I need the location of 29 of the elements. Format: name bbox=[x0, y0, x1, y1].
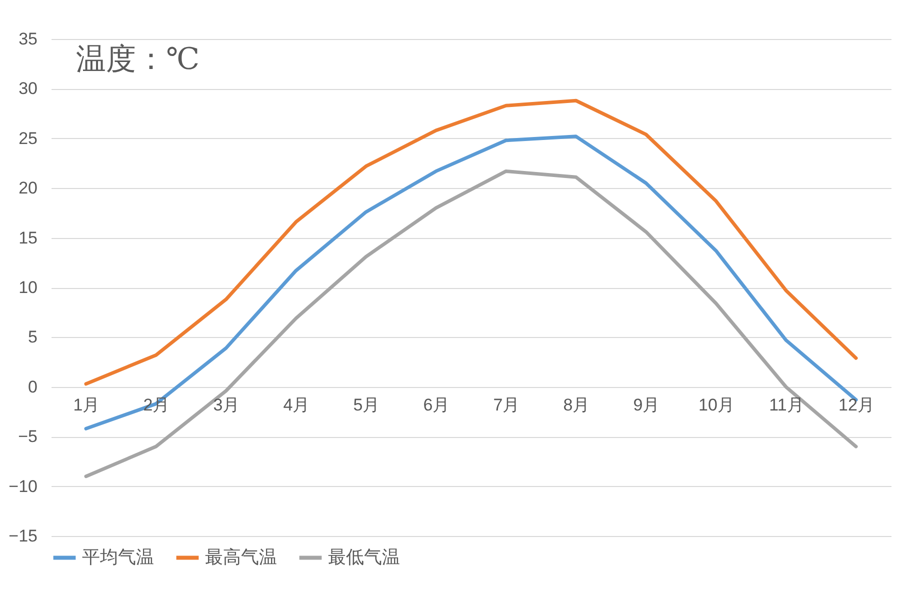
y-tick-label: −10 bbox=[8, 476, 38, 496]
y-tick-label: −15 bbox=[8, 526, 38, 546]
y-tick-label: 20 bbox=[18, 178, 38, 198]
x-tick-label: 9月 bbox=[633, 395, 660, 414]
y-tick-label: 35 bbox=[18, 30, 38, 48]
y-axis-title: 温度：℃ bbox=[76, 43, 200, 76]
x-tick-label: 12月 bbox=[838, 395, 874, 414]
legend-label: 平均气温 bbox=[82, 546, 154, 567]
line-series bbox=[84, 98, 858, 386]
x-tick-label: 3月 bbox=[213, 395, 240, 414]
legend-label: 最高气温 bbox=[205, 546, 277, 567]
x-tick-label: 6月 bbox=[423, 395, 450, 414]
y-tick-label: 25 bbox=[18, 128, 38, 148]
y-tick-label: 30 bbox=[18, 79, 38, 98]
y-tick-label: 15 bbox=[18, 228, 38, 248]
y-tick-label: 0 bbox=[28, 377, 38, 396]
x-tick-label: 8月 bbox=[563, 395, 590, 414]
y-tick-label: 10 bbox=[18, 278, 38, 297]
x-tick-label: 10月 bbox=[698, 395, 734, 414]
x-tick-label: 7月 bbox=[493, 395, 520, 414]
x-tick-label: 4月 bbox=[283, 395, 310, 414]
legend-label: 最低气温 bbox=[328, 546, 400, 567]
y-tick-label: −5 bbox=[18, 427, 38, 446]
x-tick-label: 5月 bbox=[353, 395, 380, 414]
x-tick-label: 11月 bbox=[769, 395, 804, 414]
line-series bbox=[84, 169, 858, 478]
line-series bbox=[84, 134, 858, 430]
y-tick-label: 5 bbox=[28, 328, 38, 347]
x-tick-label: 1月 bbox=[73, 395, 100, 414]
